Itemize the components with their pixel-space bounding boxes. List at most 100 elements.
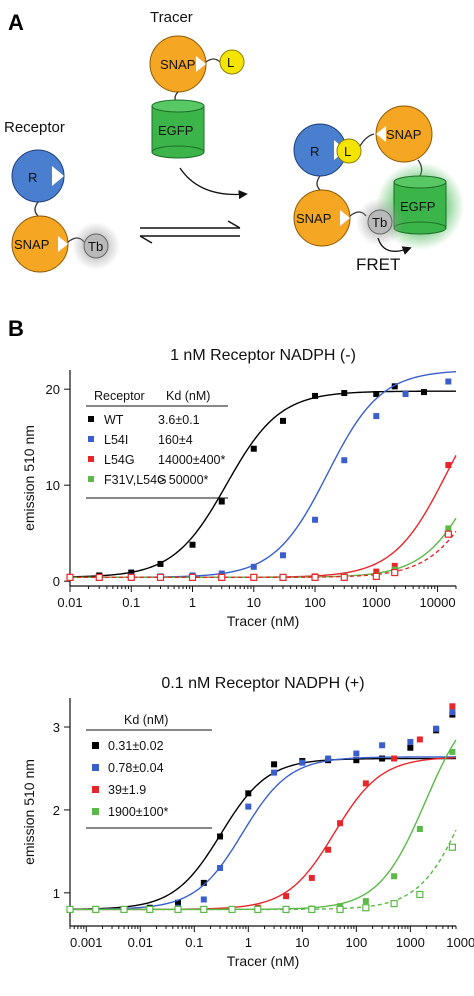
data-point bbox=[218, 570, 225, 577]
data-point bbox=[391, 873, 398, 880]
complex-ligand: L bbox=[336, 138, 362, 164]
data-point bbox=[245, 803, 252, 810]
data-point bbox=[416, 736, 423, 743]
data-point bbox=[444, 530, 452, 538]
complex-tracer-snap-label: SNAP bbox=[386, 127, 421, 142]
legend-swatch bbox=[88, 456, 94, 462]
data-point bbox=[217, 864, 224, 871]
legend-swatch bbox=[92, 786, 99, 793]
tracer-ligand: L bbox=[219, 49, 245, 75]
data-point bbox=[128, 569, 135, 576]
data-point bbox=[156, 573, 165, 581]
data-point bbox=[379, 742, 386, 749]
complex-tb-label: Tb bbox=[372, 215, 387, 230]
data-point bbox=[200, 905, 208, 914]
x-tick-label: 100 bbox=[345, 935, 367, 950]
legend-swatch bbox=[88, 476, 94, 482]
data-point bbox=[353, 750, 360, 757]
x-tick-label: 10 bbox=[295, 935, 309, 950]
data-point bbox=[245, 790, 252, 797]
y-tick-label: 0 bbox=[53, 574, 60, 589]
panel-a-letter: A bbox=[8, 10, 24, 35]
legend-swatch bbox=[92, 764, 99, 771]
x-tick-label: 10000 bbox=[419, 595, 455, 610]
legend-header-receptor: Receptor bbox=[94, 389, 145, 403]
data-point bbox=[280, 417, 287, 424]
data-point bbox=[362, 780, 369, 787]
fit-curve bbox=[70, 829, 457, 911]
data-point bbox=[127, 573, 135, 581]
legend-kd: 160±4 bbox=[158, 433, 193, 447]
legend-kd: 39±1.9 bbox=[108, 783, 146, 797]
data-point bbox=[373, 568, 380, 575]
data-point bbox=[200, 879, 207, 886]
data-point bbox=[449, 709, 456, 716]
legend-kd: > 50000* bbox=[158, 473, 209, 487]
receptor-snap: SNAP bbox=[11, 215, 69, 273]
panel-a: A Tracer SNAP L EGFP Receptor R bbox=[4, 9, 464, 274]
legend-kd: 14000±400* bbox=[158, 453, 225, 467]
data-point bbox=[416, 825, 423, 832]
chart-nadph-plus: 0.1 nM Receptor NADPH (+)0.001 0.01 0.1 1 10… bbox=[21, 675, 474, 969]
tracer-snap-label: SNAP bbox=[160, 57, 195, 72]
data-point bbox=[372, 572, 380, 581]
x-tick-label: 0.01 bbox=[57, 595, 82, 610]
data-point bbox=[189, 541, 196, 548]
data-point bbox=[279, 573, 287, 581]
data-point bbox=[283, 893, 290, 900]
data-point bbox=[312, 392, 319, 399]
data-point bbox=[66, 573, 74, 581]
receptor-r-label: R bbox=[28, 170, 37, 185]
data-point bbox=[390, 900, 398, 908]
tracer-egfp: EGFP bbox=[151, 99, 205, 159]
panel-b-letter: B bbox=[8, 316, 24, 341]
data-point bbox=[308, 905, 316, 914]
fit-curve bbox=[69, 390, 457, 578]
data-point bbox=[445, 378, 452, 385]
data-point bbox=[299, 759, 306, 766]
legend-kd: 0.78±0.04 bbox=[108, 761, 164, 775]
data-point bbox=[336, 905, 344, 914]
data-point bbox=[325, 755, 332, 762]
data-point bbox=[449, 748, 456, 755]
x-tick-label: 0.001 bbox=[70, 935, 103, 950]
receptor-tb: Tb bbox=[72, 222, 120, 270]
complex-tracer-snap: SNAP bbox=[375, 105, 433, 163]
x-tick-label: 100 bbox=[304, 595, 326, 610]
data-point bbox=[407, 744, 414, 751]
data-point bbox=[308, 874, 315, 881]
data-point bbox=[402, 391, 409, 397]
data-point bbox=[92, 905, 100, 914]
y-tick-label: 1 bbox=[53, 886, 60, 901]
data-point bbox=[188, 573, 197, 581]
data-point bbox=[449, 703, 456, 710]
series-0 bbox=[67, 383, 457, 581]
legend-kd: 1900±100* bbox=[108, 805, 169, 819]
tracer-egfp-label: EGFP bbox=[158, 123, 193, 138]
equilibrium-arrows bbox=[139, 220, 241, 244]
series-4 bbox=[66, 829, 457, 914]
data-point bbox=[250, 445, 257, 452]
data-point bbox=[146, 905, 154, 914]
data-point bbox=[174, 905, 182, 914]
data-point bbox=[254, 905, 262, 914]
chart-title: 1 nM Receptor NADPH (-) bbox=[170, 347, 356, 364]
data-point bbox=[228, 905, 236, 914]
x-tick-label: 0.1 bbox=[122, 595, 140, 610]
chart-nadph-minus: 1 nM Receptor NADPH (-)0.01 0.1 1 10 100 1000… bbox=[21, 347, 457, 629]
data-point bbox=[337, 820, 344, 827]
data-point bbox=[120, 905, 128, 914]
data-point bbox=[353, 757, 360, 764]
complex-receptor-snap: SNAP bbox=[293, 189, 351, 247]
legend: Receptor Kd (nM) WT 3.6±0.1 L54I 160±4 L54G 140… bbox=[86, 389, 228, 499]
data-point bbox=[95, 573, 103, 581]
data-point bbox=[448, 843, 456, 851]
data-point bbox=[175, 899, 182, 906]
data-point bbox=[341, 390, 348, 397]
data-point bbox=[66, 905, 74, 914]
fret-arrow bbox=[377, 237, 412, 255]
tracer-ligand-label: L bbox=[227, 55, 234, 70]
fret-label: FRET bbox=[356, 255, 400, 274]
data-point bbox=[407, 738, 414, 745]
